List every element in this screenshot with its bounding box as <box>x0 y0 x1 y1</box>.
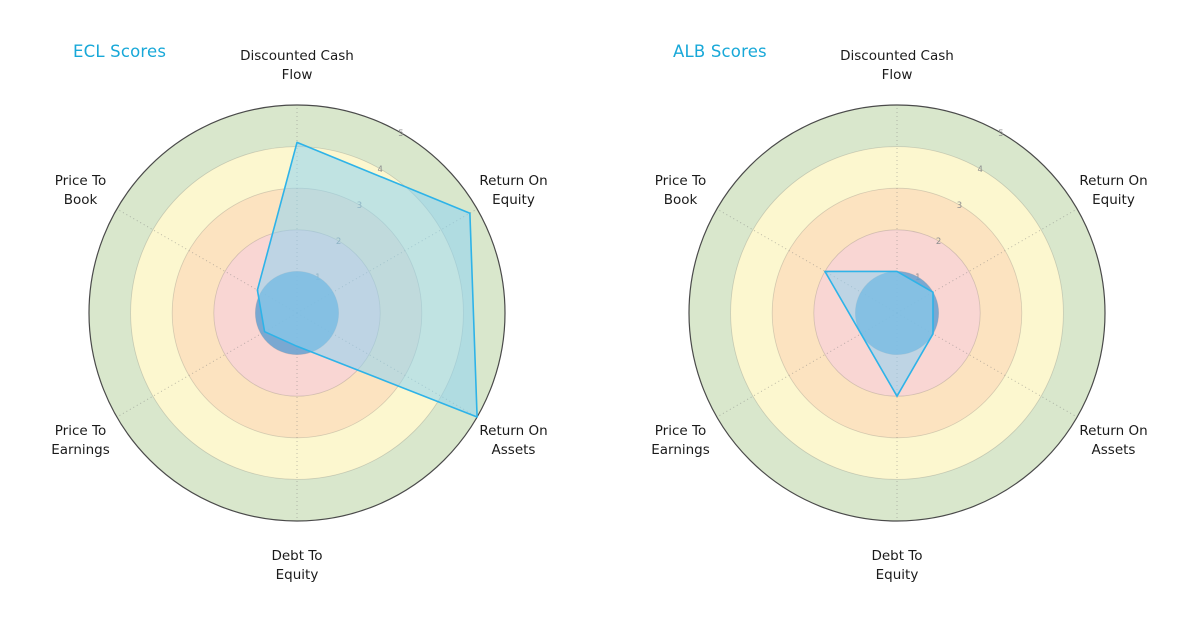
radial-tick-label: 5 <box>398 129 403 139</box>
radial-tick-label: 3 <box>957 201 962 211</box>
axis-label: Discounted Cash Flow <box>840 48 954 83</box>
axis-label: Return On Assets <box>479 423 547 458</box>
axis-label: Price To Book <box>655 173 706 208</box>
radial-tick-label: 4 <box>977 165 982 175</box>
axis-label: Price To Book <box>55 173 106 208</box>
chart-title-ecl: ECL Scores <box>73 42 167 61</box>
axis-label: Return On Assets <box>1079 423 1147 458</box>
axis-label: Price To Earnings <box>51 423 110 458</box>
axis-label: Discounted Cash Flow <box>240 48 354 83</box>
axis-label: Return On Equity <box>1079 173 1147 208</box>
data-polygon <box>824 270 934 397</box>
radial-tick-label: 4 <box>377 165 382 175</box>
radial-tick-label: 2 <box>936 237 941 247</box>
axis-label: Price To Earnings <box>651 423 710 458</box>
axis-label: Return On Equity <box>479 173 547 208</box>
data-polygon <box>256 141 478 418</box>
axis-label: Debt To Equity <box>871 548 922 583</box>
grid-ring <box>730 146 1064 480</box>
radar-chart-alb: ALB Scores 12345Discounted CashFlowRetur… <box>600 0 1200 625</box>
axis-label: Debt To Equity <box>271 548 322 583</box>
chart-title-alb: ALB Scores <box>673 42 767 61</box>
radar-chart-ecl: ECL Scores 12345Discounted CashFlowRetur… <box>51 42 547 583</box>
outer-ring <box>688 104 1106 522</box>
outer-ring <box>88 104 506 522</box>
radial-tick-label: 5 <box>998 129 1003 139</box>
